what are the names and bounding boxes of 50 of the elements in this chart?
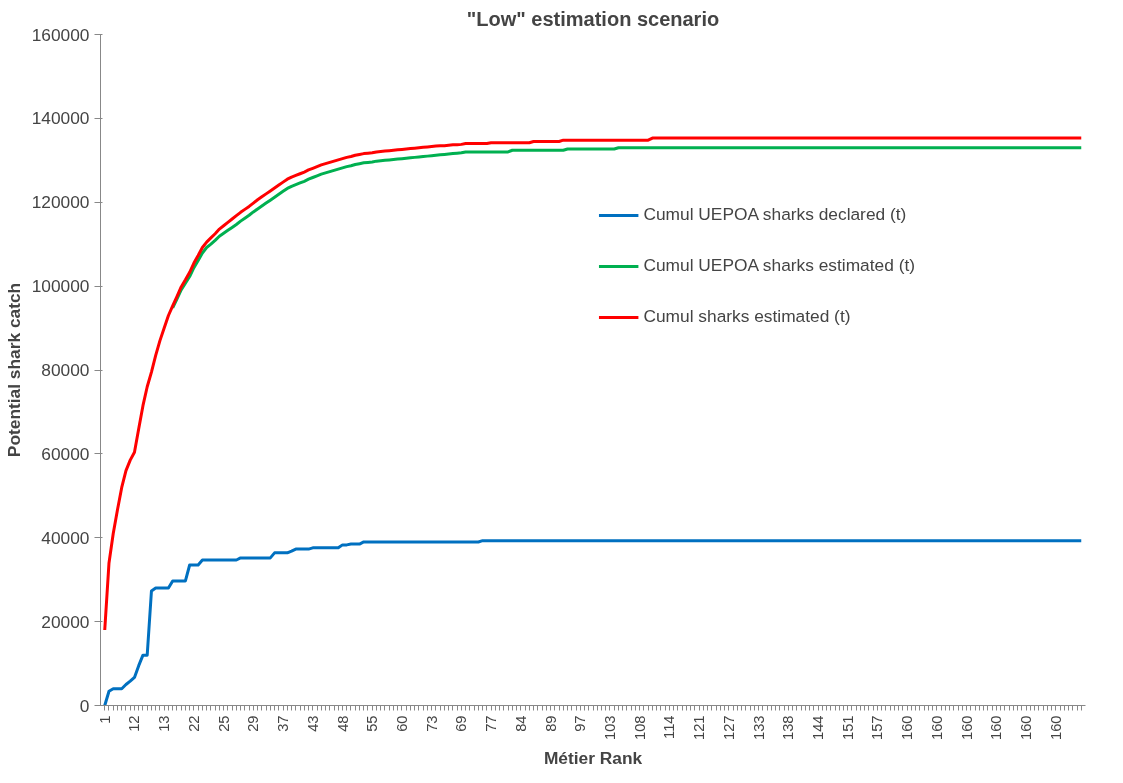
line-series: [171, 146, 1083, 310]
x-tick-label: 114: [661, 715, 678, 739]
chart-title: "Low" estimation scenario: [466, 7, 720, 30]
x-tick-label: 108: [631, 715, 648, 740]
x-tick-label: 160: [928, 715, 945, 740]
x-tick-label: 138: [780, 715, 797, 740]
x-axis-title: Métier Rank: [543, 747, 643, 768]
x-tick-label: 22: [185, 715, 202, 732]
x-tick-label: 43: [304, 715, 321, 732]
x-tick-label: 133: [750, 715, 767, 740]
x-tick-label: 157: [869, 715, 886, 740]
x-tick-label: 127: [720, 715, 737, 740]
x-tick-label: 60: [393, 715, 410, 732]
x-tick-label: 160: [899, 715, 916, 740]
x-tick-label: 151: [839, 715, 856, 740]
x-tick-label: 69: [453, 715, 470, 732]
x-tick-label: 48: [334, 715, 351, 732]
y-tick-label: 40000: [41, 527, 90, 548]
x-tick-label: 160: [958, 715, 975, 740]
line-series: [103, 136, 1083, 632]
legend-label: Cumul UEPOA sharks estimated (t): [643, 255, 915, 276]
x-tick-label: 77: [483, 715, 500, 732]
x-tick-label: 160: [1047, 715, 1064, 740]
x-tick-label: 13: [156, 715, 173, 732]
x-tick-label: 160: [988, 715, 1005, 740]
x-tick-label: 55: [364, 715, 381, 732]
x-tick-label: 84: [512, 715, 529, 732]
x-tick-label: 29: [245, 715, 262, 732]
x-tick-label: 103: [601, 715, 618, 740]
x-tick-label: 73: [423, 715, 440, 732]
legend-label: Cumul UEPOA sharks declared (t): [643, 204, 907, 225]
x-tick-label: 1: [96, 715, 113, 724]
x-tick-label: 12: [126, 715, 143, 732]
x-tick-label: 97: [572, 715, 589, 732]
y-tick-label: 140000: [31, 108, 90, 129]
x-tick-label: 37: [275, 715, 292, 732]
x-tick-label: 25: [215, 715, 232, 732]
y-tick-label: 160000: [31, 24, 90, 45]
y-tick-label: 120000: [31, 192, 90, 213]
legend-label: Cumul sharks estimated (t): [643, 306, 851, 327]
y-tick-label: 0: [79, 695, 90, 716]
y-tick-label: 20000: [41, 611, 90, 632]
y-tick-label: 80000: [41, 360, 90, 380]
x-tick-label: 144: [810, 715, 827, 740]
x-tick-label: 121: [691, 715, 708, 740]
x-tick-label: 89: [542, 715, 559, 732]
y-tick-label: 60000: [41, 443, 90, 464]
y-tick-label: 100000: [31, 276, 90, 297]
x-tick-label: 160: [1018, 715, 1035, 740]
y-axis-title: Potential shark catch: [3, 282, 24, 458]
